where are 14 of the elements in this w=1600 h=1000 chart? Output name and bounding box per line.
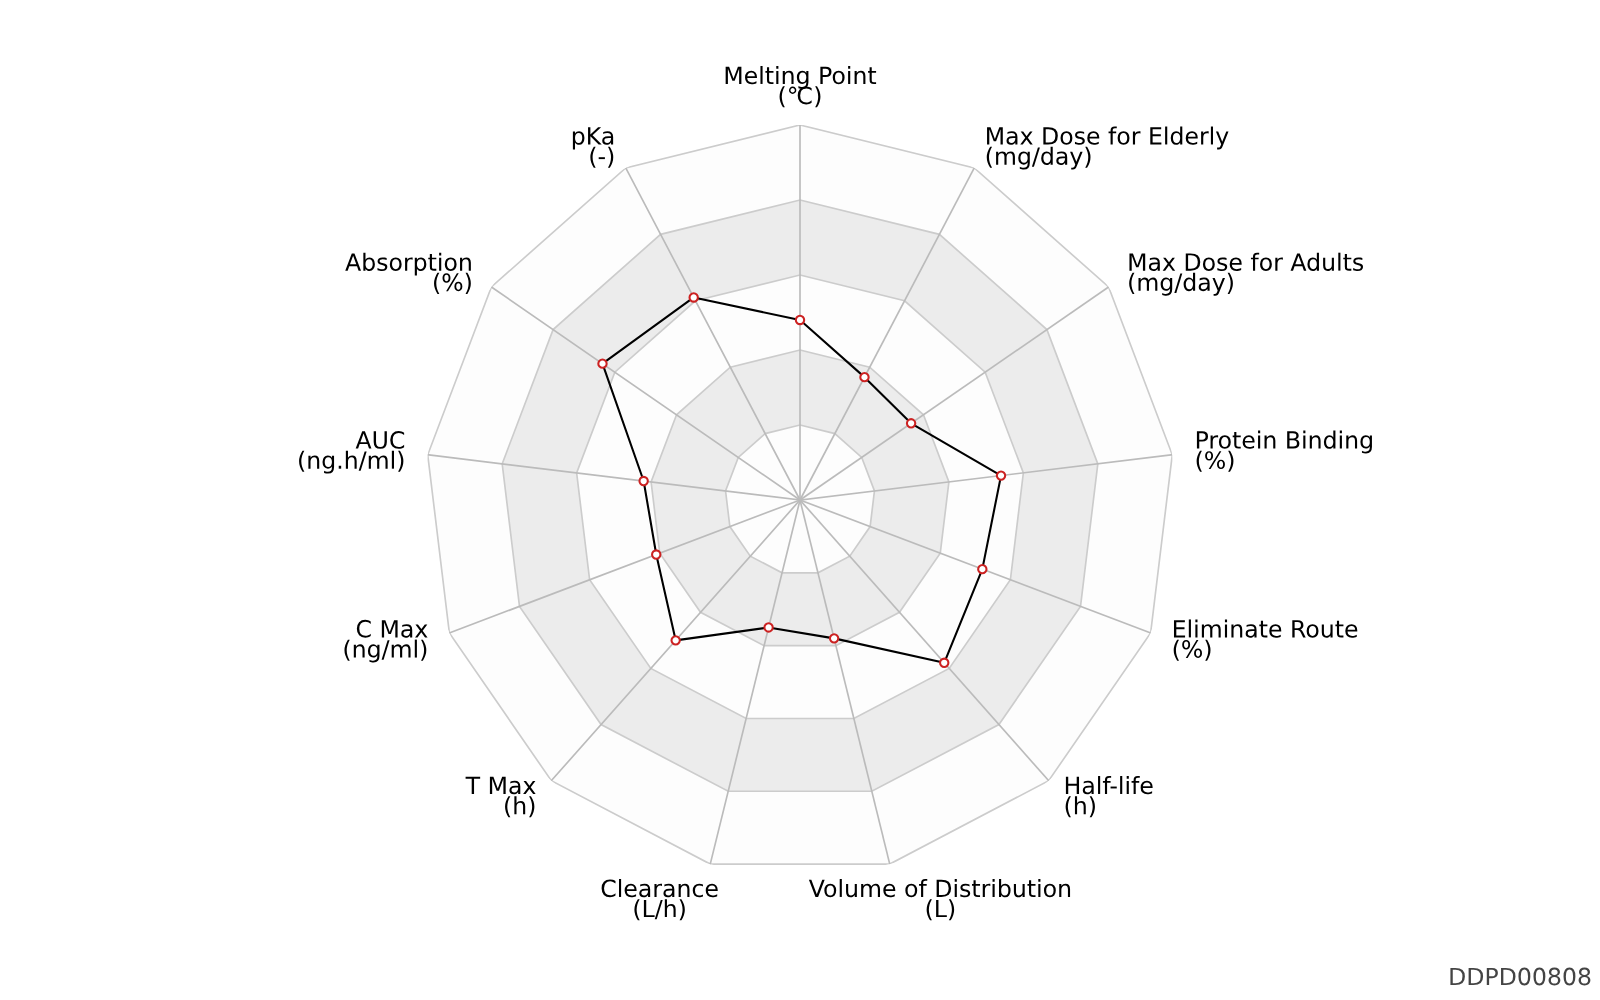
spoke-label: Volume of Distribution (L): [808, 879, 1071, 921]
spoke-label: Max Dose for Adults (mg/day): [1129, 252, 1364, 296]
spoke-label: AUC (ng.h/ml): [299, 431, 405, 474]
spoke-label: Protein Binding (%): [1196, 430, 1372, 472]
spoke-label: Half-life (h): [1065, 776, 1153, 818]
spoke-label: C Max (ng/ml): [344, 619, 428, 663]
text: DDPD00808: [1450, 967, 1591, 986]
spoke-label: T Max (h): [465, 776, 536, 818]
spoke-label: Eliminate Route (%): [1173, 619, 1358, 661]
spoke-label: Absorption (%): [345, 252, 471, 294]
spoke-label: Clearance (L/h): [601, 879, 718, 921]
spoke-label: Melting Point (℃): [725, 65, 877, 108]
spoke-label: pKa (-): [572, 127, 614, 168]
spoke-label: Max Dose for Elderly (mg/day): [986, 126, 1229, 170]
